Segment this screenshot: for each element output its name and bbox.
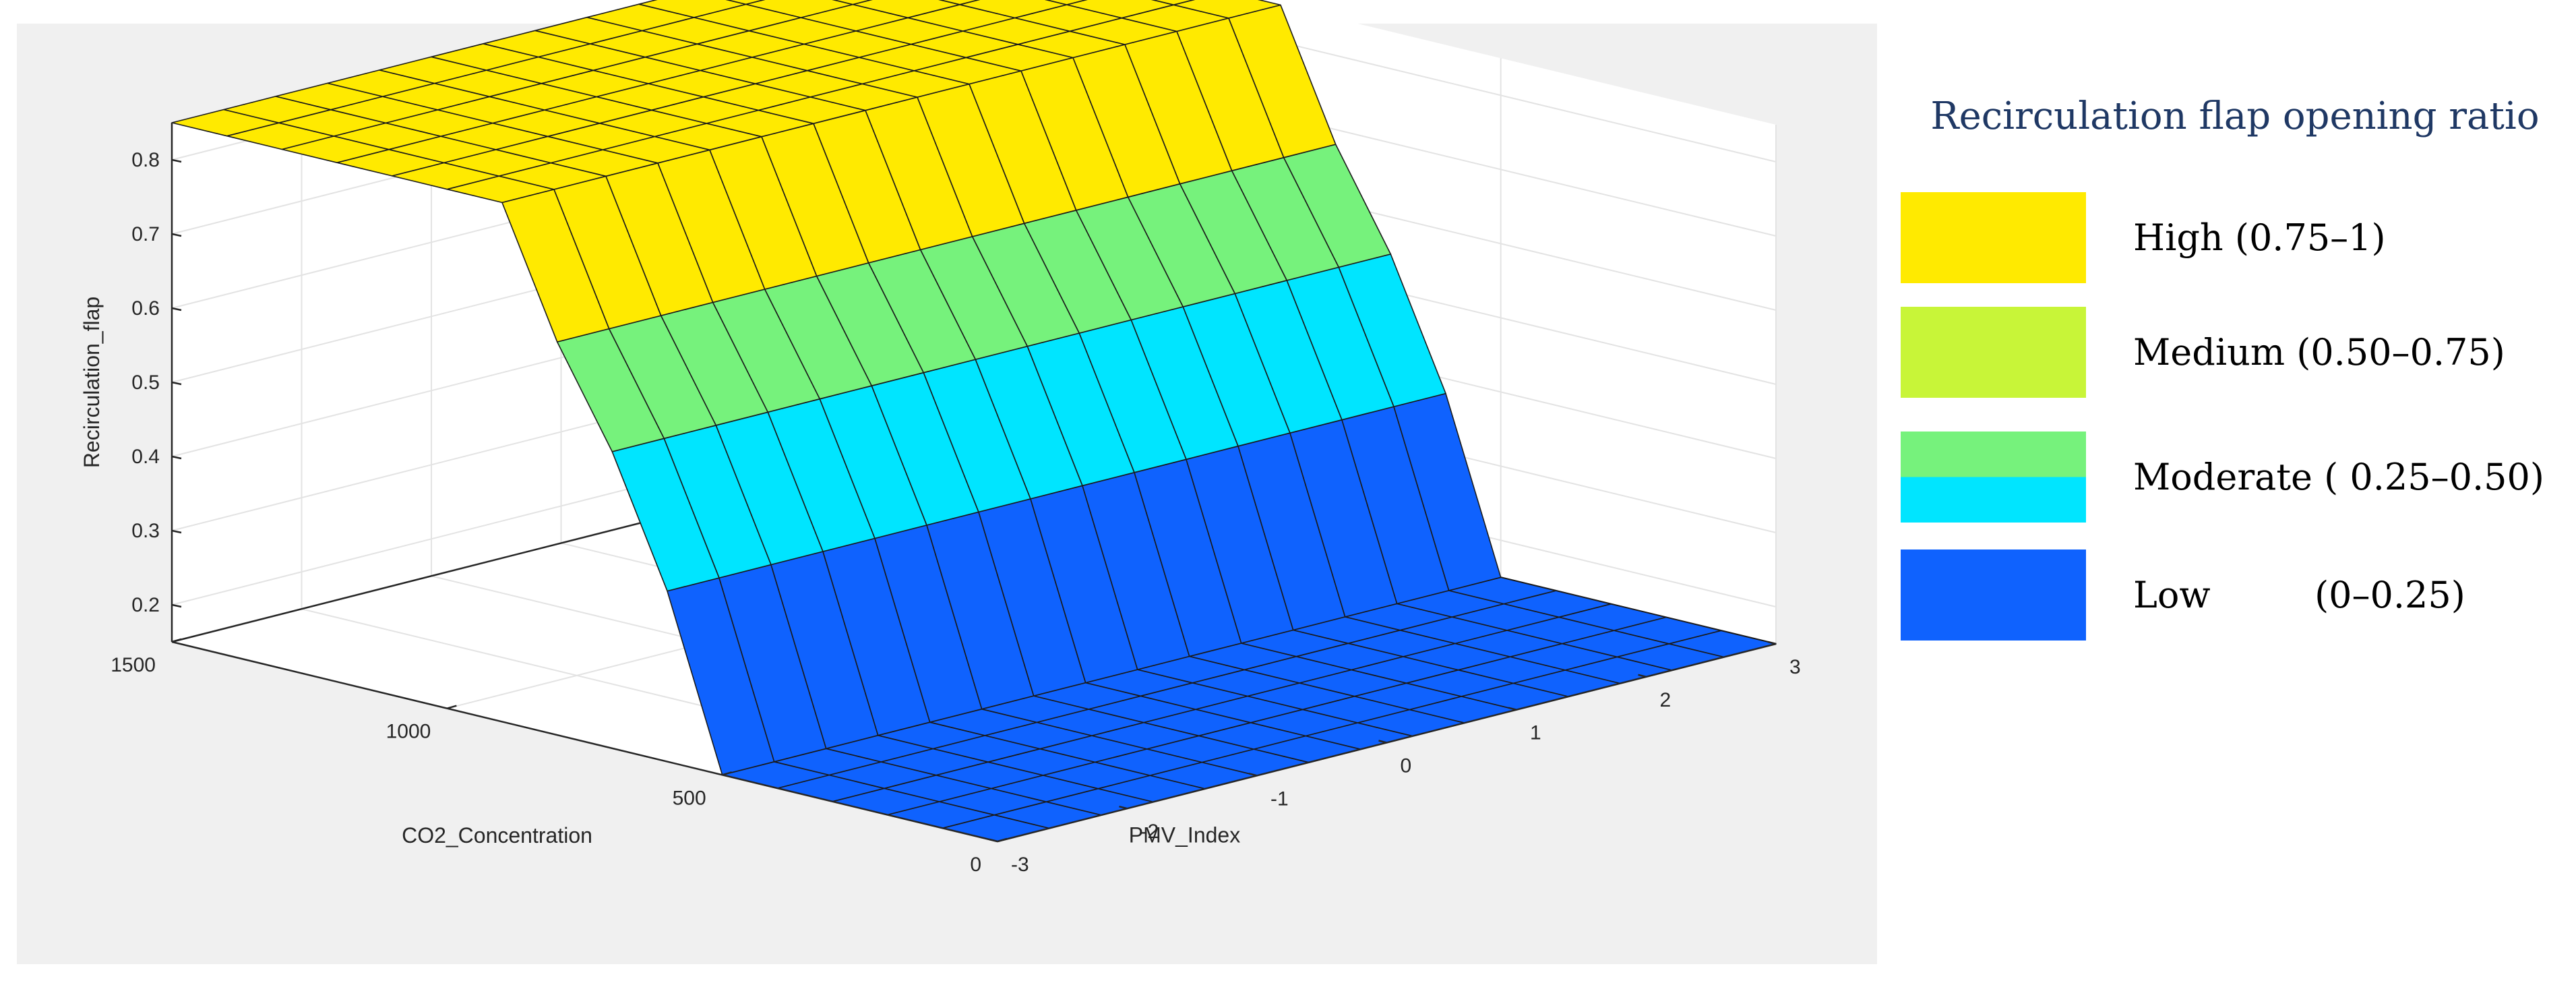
y-tick-mark [1638, 674, 1647, 678]
z-tick-mark [171, 529, 182, 534]
y-tick-label: 1 [1530, 722, 1541, 744]
surface-patch [959, 0, 1068, 19]
y-tick-label: 3 [1789, 656, 1801, 678]
x-tick-mark [722, 771, 733, 776]
z-tick-label: 0.7 [131, 223, 160, 245]
legend-item-medium: Medium (0.50–0.75) [1901, 307, 2561, 398]
y-tick-mark [989, 838, 998, 843]
surface-patch [638, 0, 747, 18]
x-axis-line [171, 641, 998, 843]
x-tick-label: 500 [673, 787, 706, 809]
y-axis-label: PMV_Index [1129, 823, 1240, 848]
z-tick-label: 0.5 [131, 371, 160, 394]
legend-swatch-medium [1901, 307, 2086, 398]
z-tick-mark [171, 381, 182, 386]
surface-patch [725, 0, 766, 5]
legend-swatch-high [1901, 192, 2086, 283]
y-tick-mark [1248, 773, 1258, 777]
surface-patch [1151, 0, 1195, 5]
y-tick-label: 0 [1401, 755, 1412, 777]
x-axis-label: CO2_Concentration [402, 823, 592, 848]
surface-patch [1066, 0, 1175, 19]
z-tick-mark [171, 233, 182, 237]
x-tick-mark [446, 705, 457, 709]
z-tick-mark [171, 455, 182, 460]
x-tick-mark [997, 837, 1008, 843]
legend-label-moderate: Moderate ( 0.25–0.50) [2133, 456, 2544, 498]
surface-patch [745, 0, 854, 18]
legend-item-moderate: Moderate ( 0.25–0.50) [1901, 432, 2561, 523]
surface-plot: 0.2 0.3 0.4 0.5 0.6 0.7 0.8 0 500 1000 1500 -3 -2 -1 0… [17, 0, 1877, 964]
y-tick-mark [1767, 641, 1777, 645]
y-tick-label: 2 [1660, 689, 1672, 711]
y-tick-mark [1378, 740, 1387, 744]
surface-patch [1045, 0, 1088, 5]
z-tick-mark [171, 307, 182, 311]
x-tick-label: 1000 [386, 721, 431, 743]
z-tick-label: 0.8 [131, 149, 160, 171]
z-tick-label: 0.3 [131, 520, 160, 542]
x-tick-label: 1500 [111, 654, 156, 676]
x-tick-mark [171, 638, 182, 643]
z-tick-mark [171, 603, 182, 608]
z-axis-label: Recirculation_flap [80, 297, 104, 468]
legend-swatch-low [1901, 549, 2086, 641]
z-tick-label: 0.6 [131, 297, 160, 320]
legend-item-high: High (0.75–1) [1901, 192, 2561, 283]
y-tick-mark [1119, 805, 1128, 810]
legend-item-low: Low (0–0.25) [1901, 549, 2561, 641]
legend-label-low: Low (0–0.25) [2133, 574, 2465, 616]
surface-patch [832, 0, 873, 5]
legend-title: Recirculation flap opening ratio [1930, 94, 2540, 138]
z-tick-label: 0.4 [131, 446, 160, 468]
z-tick-label: 0.2 [131, 594, 160, 616]
y-tick-label: -3 [1011, 854, 1029, 876]
surface-patch [1173, 0, 1281, 19]
legend-label-medium: Medium (0.50–0.75) [2133, 331, 2505, 374]
y-tick-mark [1508, 707, 1517, 711]
legend-swatch-moderate [1901, 432, 2086, 523]
legend-label-high: High (0.75–1) [2133, 216, 2386, 259]
surface-patch [938, 0, 981, 5]
x-tick-label: 0 [970, 854, 981, 876]
y-tick-label: -1 [1270, 787, 1289, 810]
surface-patch [852, 0, 960, 19]
z-tick-mark [171, 158, 182, 163]
y-tick-label: -2 [1141, 821, 1159, 843]
